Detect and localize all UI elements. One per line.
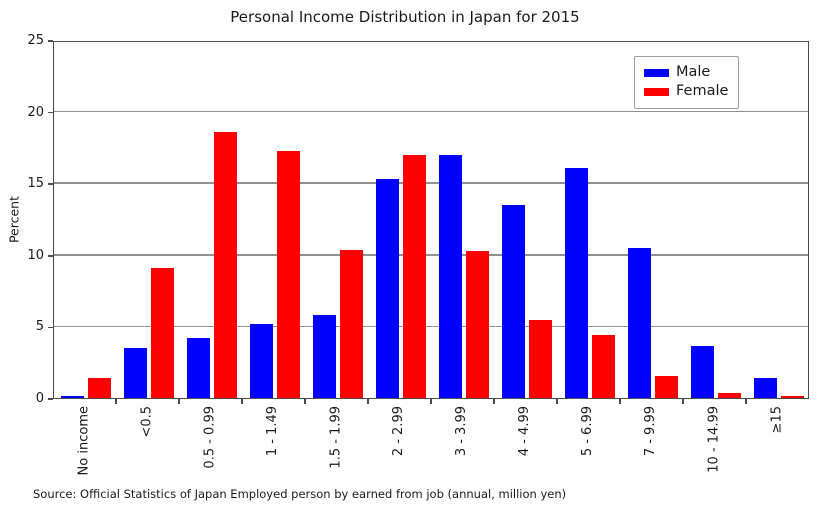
x-tick-11 bbox=[745, 399, 747, 404]
x-tick-6 bbox=[430, 399, 432, 404]
x-tick-8 bbox=[556, 399, 558, 404]
bar-male-5 bbox=[375, 179, 399, 399]
x-label-text-0: No income bbox=[76, 406, 92, 476]
y-tick-label-25: 25 bbox=[27, 33, 44, 48]
legend-swatch-male bbox=[644, 68, 669, 77]
x-label-text-4: 1.5 - 1.99 bbox=[328, 406, 344, 469]
bar-male-10 bbox=[690, 345, 714, 399]
bar-female-8 bbox=[591, 335, 615, 399]
y-tick-25 bbox=[48, 40, 53, 42]
x-label-text-3: 1 - 1.49 bbox=[265, 406, 281, 457]
bar-male-8 bbox=[564, 167, 588, 399]
y-axis-label: Percent bbox=[6, 195, 22, 244]
bar-female-10 bbox=[717, 392, 741, 399]
bar-female-11 bbox=[780, 395, 804, 399]
legend-item-female: Female bbox=[644, 83, 728, 100]
x-label-text-10: 10 - 14.99 bbox=[706, 406, 722, 473]
legend-item-male: Male bbox=[644, 64, 728, 81]
x-tick-1 bbox=[115, 399, 117, 404]
x-tick-7 bbox=[493, 399, 495, 404]
bar-male-4 bbox=[312, 315, 336, 399]
y-tick-10 bbox=[48, 255, 53, 257]
bar-female-6 bbox=[465, 251, 489, 399]
bar-female-1 bbox=[150, 268, 174, 399]
bar-female-2 bbox=[213, 132, 237, 399]
bar-male-7 bbox=[501, 205, 525, 399]
y-tick-20 bbox=[48, 111, 53, 114]
gridline-15 bbox=[54, 182, 808, 184]
x-label-text-2: 0.5 - 0.99 bbox=[202, 406, 218, 469]
bar-male-1 bbox=[123, 348, 147, 399]
x-label-text-6: 3 - 3.99 bbox=[454, 406, 470, 457]
x-label-text-7: 4 - 4.99 bbox=[517, 406, 533, 457]
x-label-text-11: ≥15 bbox=[769, 406, 785, 434]
bar-female-9 bbox=[654, 375, 678, 399]
chart-title: Personal Income Distribution in Japan fo… bbox=[230, 8, 580, 26]
y-tick-15 bbox=[48, 183, 53, 185]
x-tick-5 bbox=[367, 399, 369, 404]
y-tick-0 bbox=[48, 398, 53, 400]
y-tick-label-10: 10 bbox=[27, 247, 44, 263]
y-tick-label-5: 5 bbox=[35, 319, 44, 335]
y-tick-label-20: 20 bbox=[27, 104, 44, 120]
bar-male-3 bbox=[249, 324, 273, 399]
bar-female-4 bbox=[339, 249, 363, 399]
bar-male-6 bbox=[438, 155, 462, 399]
y-tick-label-0: 0 bbox=[35, 391, 44, 406]
bar-male-11 bbox=[753, 378, 777, 399]
legend-swatch-female bbox=[644, 87, 669, 96]
x-tick-10 bbox=[682, 399, 684, 404]
bar-female-0 bbox=[87, 378, 111, 399]
gridline-10 bbox=[54, 254, 808, 256]
gridline-20 bbox=[54, 110, 808, 113]
gridline-5 bbox=[54, 325, 808, 328]
bar-male-2 bbox=[186, 338, 210, 399]
x-tick-9 bbox=[619, 399, 621, 404]
bar-female-5 bbox=[402, 155, 426, 399]
y-tick-5 bbox=[48, 326, 53, 329]
x-label-text-5: 2 - 2.99 bbox=[391, 406, 407, 457]
source-note: Source: Official Statistics of Japan Emp… bbox=[33, 487, 567, 501]
x-label-text-8: 5 - 6.99 bbox=[580, 406, 596, 457]
x-label-text-1: <0.5 bbox=[139, 406, 155, 438]
bar-female-3 bbox=[276, 150, 300, 399]
x-tick-2 bbox=[178, 399, 180, 404]
x-label-text-9: 7 - 9.99 bbox=[643, 406, 659, 457]
x-tick-4 bbox=[304, 399, 306, 404]
legend-label-female: Female bbox=[676, 83, 729, 99]
legend-label-male: Male bbox=[676, 64, 711, 80]
legend: Male Female bbox=[634, 56, 740, 109]
bar-male-0 bbox=[60, 396, 84, 399]
x-tick-3 bbox=[241, 399, 243, 404]
bar-female-7 bbox=[528, 319, 552, 399]
y-tick-label-15: 15 bbox=[27, 176, 44, 192]
bar-male-9 bbox=[627, 248, 651, 399]
